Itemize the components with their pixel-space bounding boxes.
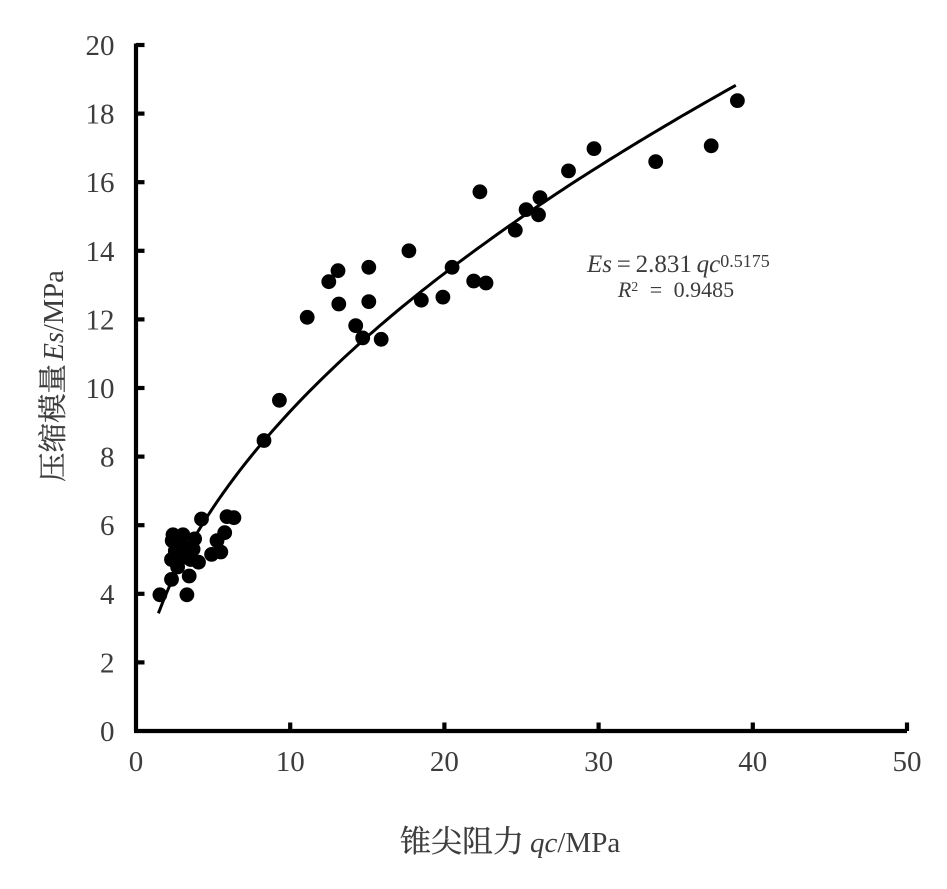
- svg-text:6: 6: [100, 510, 115, 542]
- svg-text:40: 40: [738, 746, 767, 778]
- svg-text:2: 2: [100, 647, 115, 679]
- svg-text:12: 12: [86, 304, 115, 336]
- svg-text:0: 0: [100, 716, 115, 748]
- svg-text:Es/MPa: Es/MPa: [39, 270, 70, 362]
- svg-text:30: 30: [584, 746, 613, 778]
- svg-text:50: 50: [893, 746, 922, 778]
- svg-text:R2 = 0.9485: R2 = 0.9485: [617, 277, 734, 302]
- svg-text:14: 14: [86, 236, 116, 268]
- svg-text:20: 20: [86, 30, 115, 62]
- svg-text:qc/MPa: qc/MPa: [530, 827, 620, 859]
- svg-text:0: 0: [129, 746, 144, 778]
- svg-text:4: 4: [100, 579, 115, 611]
- svg-text:16: 16: [86, 167, 115, 199]
- svg-text:8: 8: [100, 442, 115, 474]
- svg-text:18: 18: [86, 99, 115, 131]
- svg-text:20: 20: [430, 746, 459, 778]
- svg-text:10: 10: [276, 746, 305, 778]
- svg-text:10: 10: [86, 373, 115, 405]
